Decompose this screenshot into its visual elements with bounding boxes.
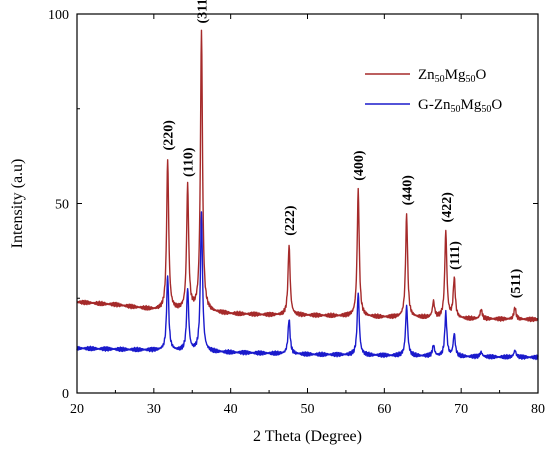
- x-tick-label: 50: [301, 402, 315, 417]
- y-axis-title: Intensity (a.u): [9, 159, 26, 249]
- peak-label: (222): [283, 205, 298, 236]
- plot-area: [76, 29, 539, 361]
- peak-label: (511): [509, 268, 524, 298]
- peak-label: (220): [162, 120, 177, 151]
- x-tick-label: 80: [531, 402, 545, 417]
- peak-label: (440): [401, 175, 416, 206]
- series-line-2: [76, 211, 539, 361]
- legend-label: Zn50Mg50O: [418, 67, 487, 85]
- peak-label: (311): [195, 0, 210, 23]
- peak-label: (400): [352, 150, 367, 181]
- legend-label: G-Zn50Mg50O: [418, 97, 502, 115]
- y-tick-label: 0: [62, 387, 69, 402]
- ticks: 20 30 40 50 60 70 80 0 50 100: [48, 8, 545, 417]
- y-tick-label: 100: [48, 8, 69, 23]
- x-tick-label: 70: [454, 402, 468, 417]
- peak-label: (110): [182, 147, 197, 177]
- y-tick-label: 50: [55, 198, 69, 213]
- x-tick-label: 20: [70, 402, 84, 417]
- x-tick-label: 30: [147, 402, 161, 417]
- peak-labels: (220) (110) (311) (222) (400) (440) (422) (111)…: [162, 0, 524, 298]
- x-axis-title: 2 Theta (Degree): [253, 428, 362, 445]
- x-tick-label: 60: [377, 402, 391, 417]
- x-tick-label: 40: [224, 402, 238, 417]
- peak-label: (422): [440, 192, 455, 223]
- axes: [76, 13, 539, 394]
- series-line-1: [76, 29, 539, 323]
- legend: Zn50Mg50O G-Zn50Mg50O: [365, 67, 502, 115]
- plot-frame: [76, 13, 539, 394]
- peak-label: (111): [448, 241, 463, 270]
